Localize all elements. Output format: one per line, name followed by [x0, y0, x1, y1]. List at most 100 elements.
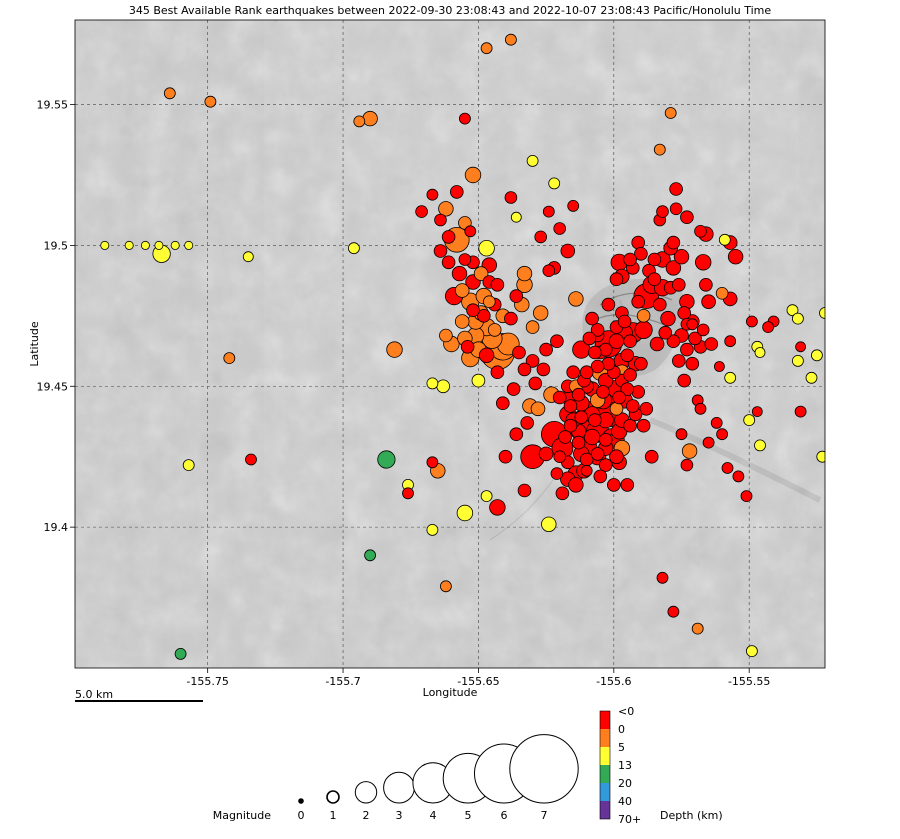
earthquake-marker — [660, 310, 676, 327]
earthquake-marker — [426, 188, 439, 201]
earthquake-marker — [623, 334, 637, 349]
earthquake-marker — [625, 399, 640, 413]
magnitude-legend-label: Magnitude — [213, 809, 272, 822]
depth-color-swatch — [600, 747, 610, 765]
earthquake-marker — [751, 406, 763, 418]
depth-legend-bin: 20 — [618, 777, 632, 790]
earthquake-marker — [671, 354, 686, 368]
earthquake-marker — [495, 396, 510, 411]
earthquake-marker — [245, 453, 257, 466]
earthquake-marker — [656, 571, 669, 584]
earthquake-marker — [487, 323, 502, 337]
magnitude-legend: Magnitude 0 1 2 3 4 5 6 7 — [213, 734, 579, 822]
x-axis-ticks: -155.75 -155.7 -155.65 -155.6 -155.55 — [186, 668, 770, 688]
depth-legend-bin: 13 — [618, 759, 632, 772]
earthquake-marker — [590, 447, 605, 461]
earthquake-marker — [353, 115, 366, 128]
y-tick-label: 19.55 — [37, 99, 69, 112]
earthquake-marker — [426, 377, 439, 390]
earthquake-marker — [433, 244, 448, 258]
earthquake-marker — [347, 242, 360, 255]
earthquake-marker — [588, 345, 602, 360]
earthquake-marker — [649, 336, 665, 352]
magnitude-legend-value: 2 — [363, 809, 370, 822]
earthquake-marker — [434, 213, 447, 227]
earthquake-marker — [458, 253, 472, 266]
earthquake-marker — [754, 347, 766, 358]
earthquake-marker — [362, 110, 378, 127]
earthquake-marker — [480, 42, 493, 55]
earthquake-marker — [762, 321, 774, 334]
earthquake-marker — [658, 325, 673, 340]
earthquake-marker — [718, 233, 731, 246]
earthquake-marker — [550, 467, 564, 480]
earthquake-marker — [686, 318, 699, 331]
earthquake-marker — [696, 323, 710, 337]
earthquake-marker — [666, 334, 681, 349]
earthquake-marker — [140, 240, 150, 250]
earthquake-marker — [792, 312, 804, 325]
earthquake-marker — [582, 331, 597, 346]
earthquake-marker — [377, 450, 396, 469]
earthquake-marker — [534, 230, 547, 244]
earthquake-marker — [609, 401, 624, 416]
earthquake-marker — [490, 277, 505, 292]
earthquake-marker — [510, 211, 522, 223]
earthquake-marker — [454, 283, 470, 298]
earthquake-marker — [606, 478, 621, 492]
earthquake-marker — [471, 373, 486, 388]
earthquake-marker — [727, 249, 744, 265]
earthquake-marker — [568, 477, 584, 493]
earthquake-marker — [664, 107, 677, 119]
magnitude-legend-value: 6 — [501, 809, 508, 822]
earthquake-marker — [563, 418, 578, 433]
earthquake-marker — [754, 439, 766, 452]
earthquake-marker — [819, 307, 825, 319]
depth-legend-bin: 0 — [618, 723, 625, 736]
earthquake-marker — [631, 235, 645, 250]
earthquake-marker — [509, 289, 524, 303]
earthquake-marker — [460, 339, 475, 354]
earthquake-marker — [439, 328, 453, 343]
map-title: 345 Best Available Rank earthquakes betw… — [129, 4, 772, 17]
earthquake-marker — [795, 341, 806, 353]
depth-legend-label: Depth (km) — [660, 809, 723, 822]
magnitude-legend-circle — [354, 781, 378, 804]
earthquake-marker — [680, 342, 694, 357]
earthquake-marker — [665, 260, 682, 276]
depth-legend-bin: 40 — [618, 795, 632, 808]
earthquake-marker — [526, 154, 539, 167]
earthquake-marker — [426, 456, 439, 469]
earthquake-marker — [699, 277, 713, 292]
earthquake-marker — [558, 430, 572, 444]
earthquake-marker — [563, 399, 578, 413]
earthquake-marker — [458, 112, 471, 125]
earthquake-marker — [541, 516, 557, 533]
earthquake-marker — [677, 373, 691, 388]
earthquake-marker — [553, 222, 566, 235]
earthquake-marker — [550, 334, 564, 349]
earthquake-marker — [675, 428, 688, 441]
earthquake-points — [100, 20, 825, 660]
earthquake-marker — [590, 323, 605, 337]
depth-color-swatch — [600, 783, 610, 801]
earthquake-marker — [204, 95, 217, 108]
earthquake-marker — [794, 405, 807, 418]
earthquake-marker — [811, 349, 823, 362]
earthquake-marker — [504, 33, 517, 46]
earthquake-marker — [512, 345, 526, 360]
earthquake-marker — [542, 205, 555, 218]
earthquake-marker — [724, 371, 737, 384]
y-axis-ticks: 19.55 19.5 19.45 19.4 — [37, 99, 75, 534]
magnitude-legend-circle — [298, 798, 304, 804]
earthquake-marker — [552, 390, 567, 405]
magnitude-legend-circle — [509, 734, 579, 804]
earthquake-marker — [816, 450, 825, 463]
earthquake-marker — [685, 356, 700, 371]
earthquake-marker — [644, 449, 659, 464]
earthquake-marker — [634, 356, 648, 371]
earthquake-marker — [588, 413, 602, 427]
earthquake-marker — [100, 240, 110, 250]
earthquake-marker — [636, 418, 651, 433]
earthquake-marker — [732, 470, 745, 483]
